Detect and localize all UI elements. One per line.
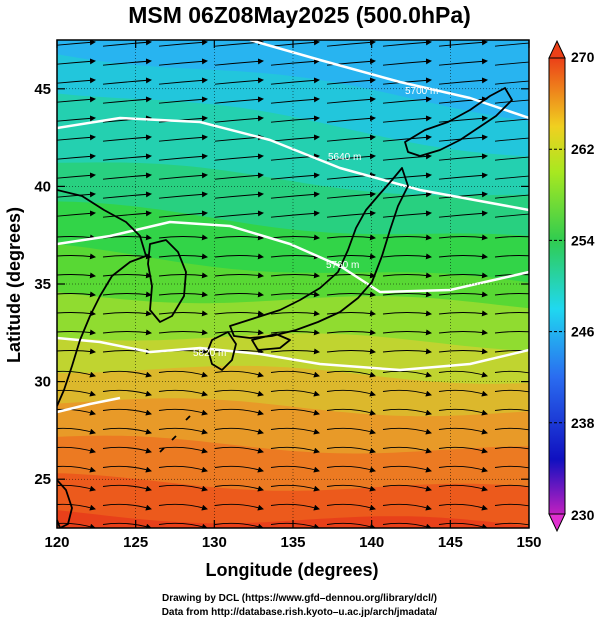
x-axis: 120 125 130 135 140 145 150 — [44, 40, 542, 551]
colorbar-tick-label: 270 — [571, 49, 595, 65]
colorbar-min-triangle — [548, 513, 566, 533]
colorbar-tick-label: 238 — [571, 415, 595, 431]
x-tick-label: 150 — [516, 534, 541, 551]
chart-title: MSM 06Z08May2025 (500.0hPa) — [128, 2, 471, 28]
contour-label: 5640 m — [328, 152, 361, 163]
contour-label: 5820 m — [193, 348, 226, 359]
colorbar-max-triangle — [548, 39, 566, 59]
y-tick-label: 30 — [34, 374, 51, 391]
grid-lines — [57, 40, 529, 528]
contour-label: 5760 m — [326, 260, 359, 271]
x-tick-label: 120 — [44, 534, 69, 551]
x-tick-label: 145 — [438, 534, 463, 551]
y-tick-label: 35 — [34, 276, 51, 293]
x-tick-label: 130 — [202, 534, 227, 551]
y-tick-label: 45 — [34, 81, 51, 98]
y-axis-label: Latitude (degrees) — [4, 207, 24, 363]
x-tick-label: 135 — [280, 534, 305, 551]
temperature-field — [57, 40, 529, 528]
credit-data: Data from http://database.rish.kyoto–u.a… — [161, 607, 438, 618]
coastlines — [57, 87, 513, 528]
colorbar-tick-label: 254 — [571, 232, 595, 248]
colorbar-tick-label: 262 — [571, 141, 595, 157]
x-axis-label: Longitude (degrees) — [205, 560, 378, 580]
colorbar: 270 262 254 246 238 230 — [548, 39, 595, 533]
credit-drawing: Drawing by DCL (https://www.gfd–dennou.o… — [161, 593, 437, 604]
colorbar-tick-label: 246 — [571, 324, 595, 340]
height-contours — [57, 40, 529, 414]
colorbar-tick-label: 230 — [571, 507, 595, 523]
contour-label: 5700 m — [405, 86, 438, 97]
y-tick-label: 25 — [34, 471, 51, 488]
x-tick-label: 125 — [123, 534, 148, 551]
x-tick-label: 140 — [359, 534, 384, 551]
y-tick-label: 40 — [34, 178, 51, 195]
y-axis: 45 40 35 30 25 — [34, 81, 529, 488]
